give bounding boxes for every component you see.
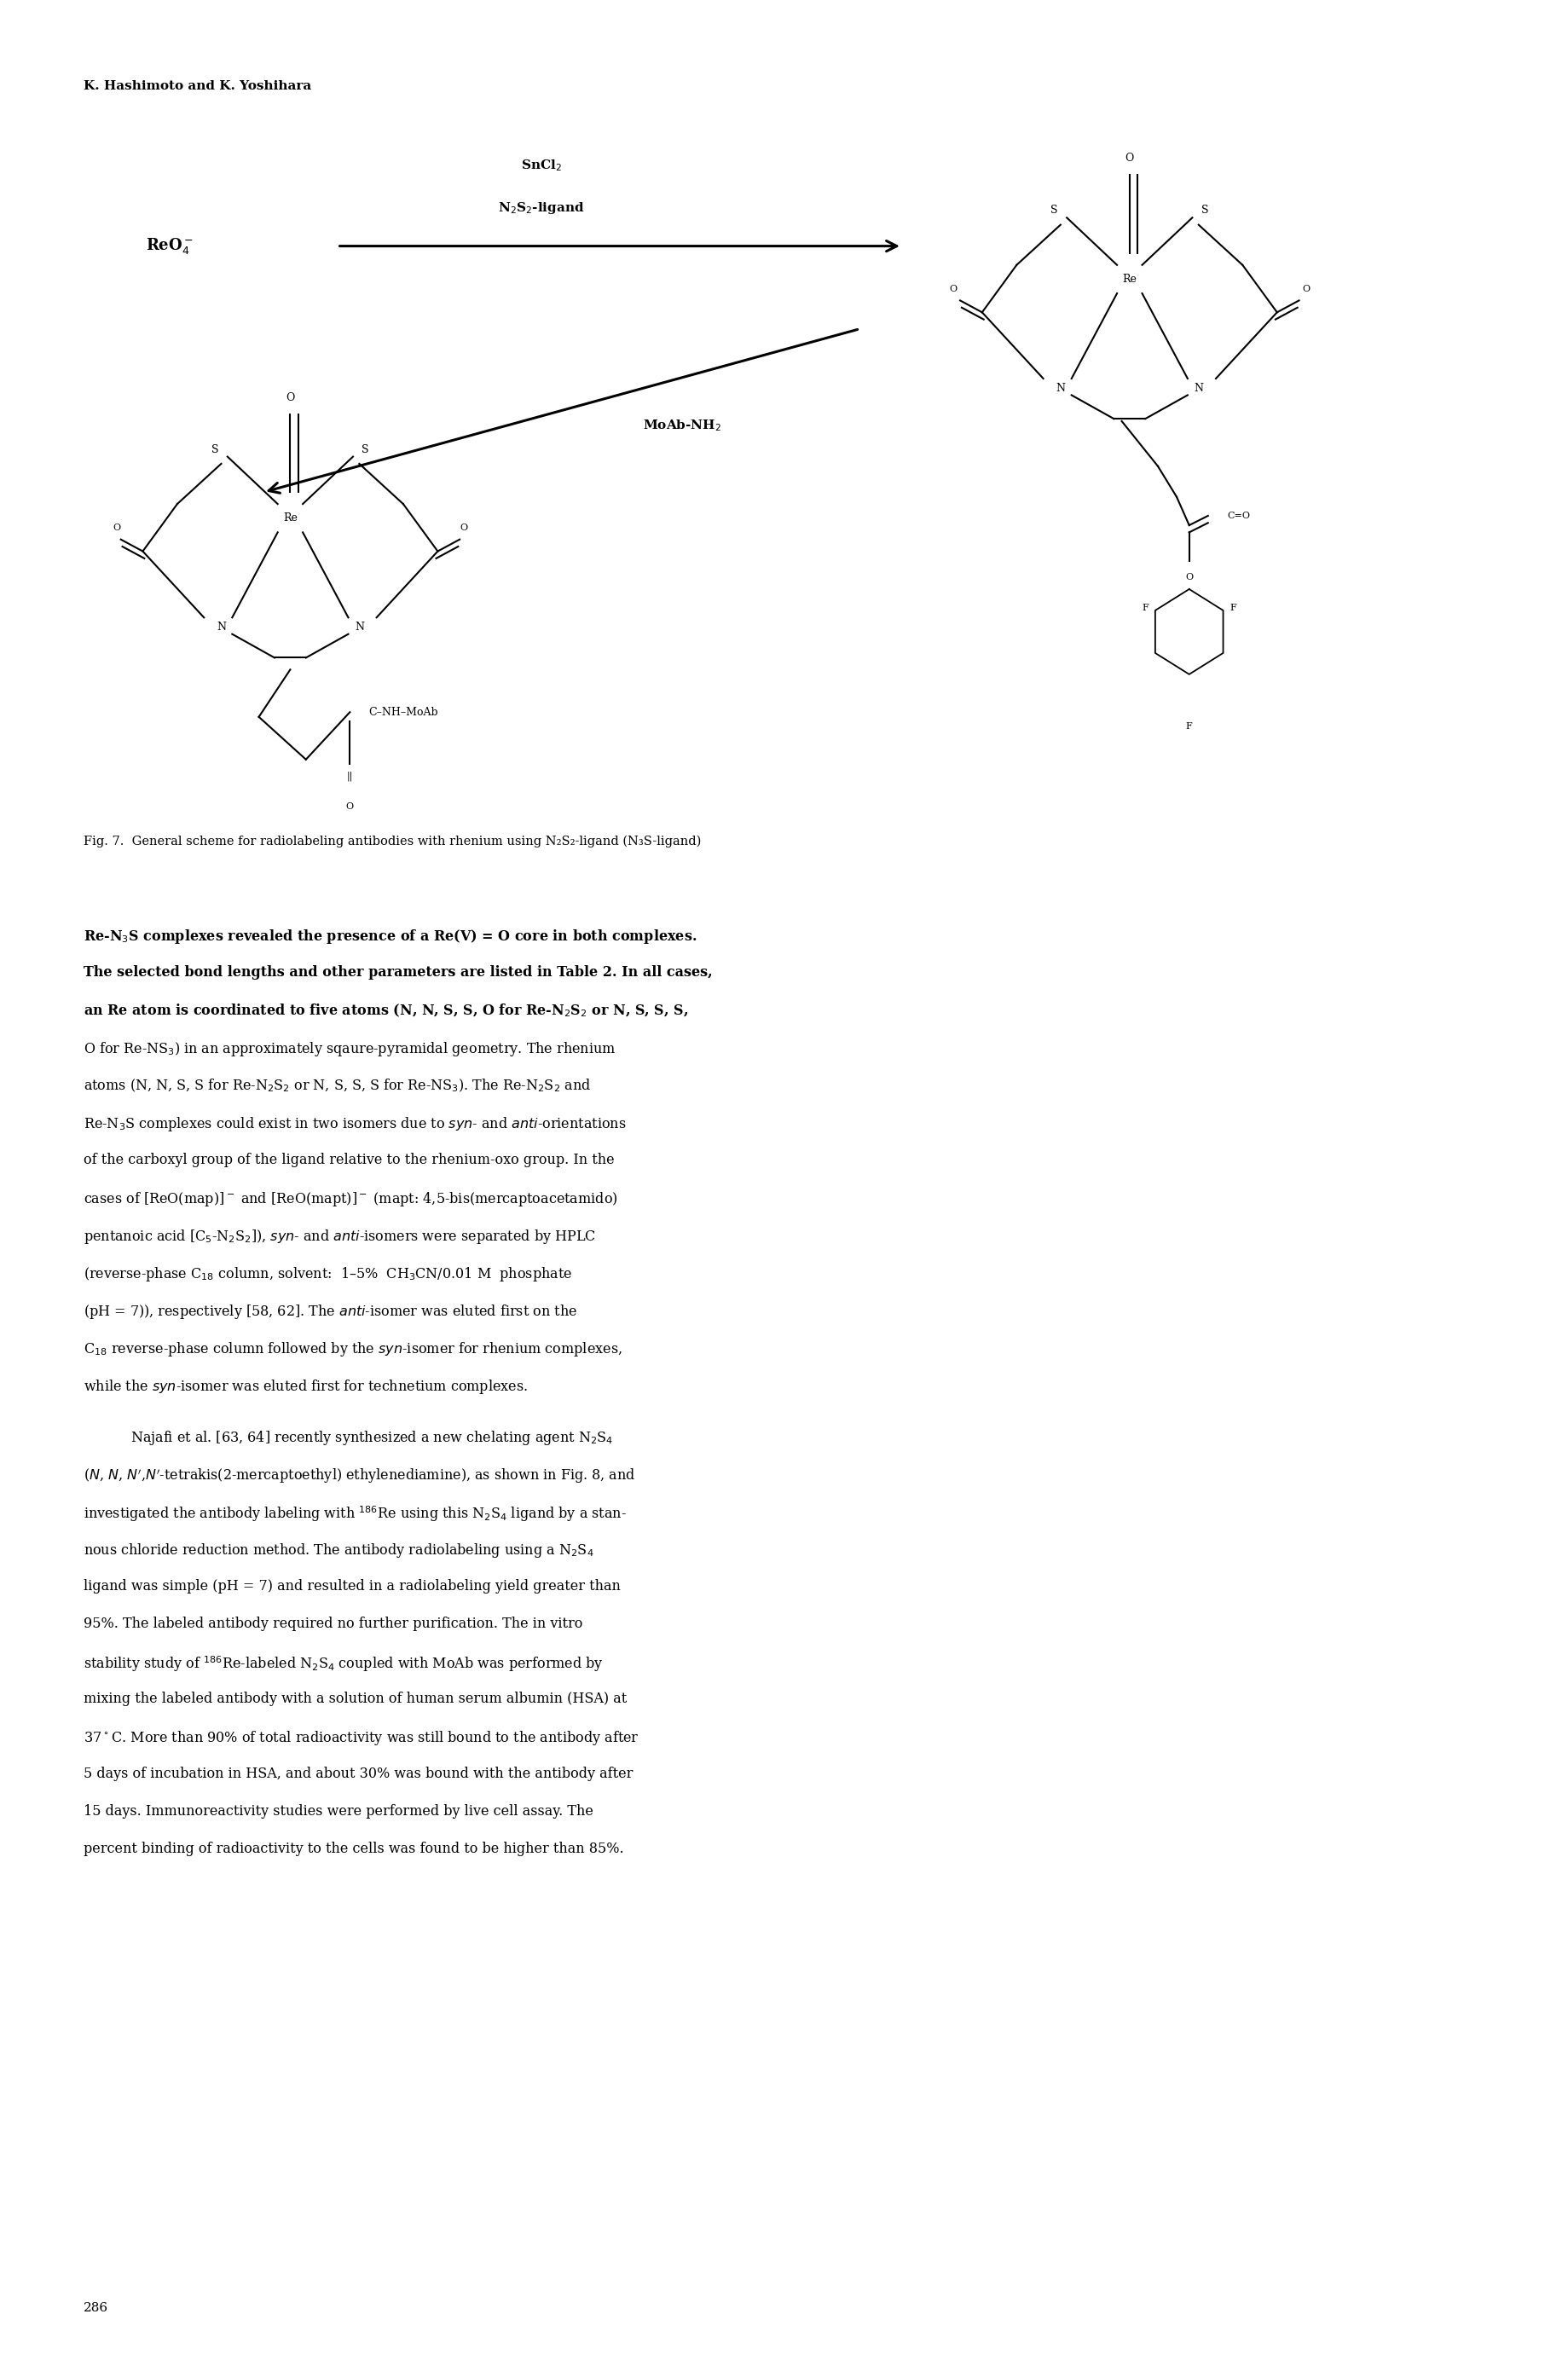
Text: S: S (1201, 206, 1207, 215)
Text: Re: Re (1121, 274, 1137, 284)
Text: Fig. 7.  General scheme for radiolabeling antibodies with rhenium using N₂S₂-lig: Fig. 7. General scheme for radiolabeling… (83, 835, 701, 847)
Text: stability study of $^{186}$Re-labeled N$_2$S$_4$ coupled with MoAb was performed: stability study of $^{186}$Re-labeled N$… (83, 1654, 602, 1673)
Text: N: N (1193, 383, 1203, 393)
Text: ($N$, $N$, $N'$,$N'$-tetrakis(2-mercaptoethyl) ethylenediamine), as shown in Fig: ($N$, $N$, $N'$,$N'$-tetrakis(2-mercapto… (83, 1467, 635, 1486)
Text: C=O: C=O (1226, 511, 1250, 521)
Text: 286: 286 (83, 2302, 108, 2314)
Text: Re: Re (282, 513, 298, 523)
Text: while the $syn$-isomer was eluted first for technetium complexes.: while the $syn$-isomer was eluted first … (83, 1377, 527, 1396)
Text: C$_{18}$ reverse-phase column followed by the $syn$-isomer for rhenium complexes: C$_{18}$ reverse-phase column followed b… (83, 1339, 621, 1358)
Text: S: S (1051, 206, 1057, 215)
Text: 5 days of incubation in HSA, and about 30% was bound with the antibody after: 5 days of incubation in HSA, and about 3… (83, 1767, 632, 1782)
Text: MoAb-NH$_2$: MoAb-NH$_2$ (643, 419, 721, 433)
Text: O: O (949, 284, 956, 293)
Text: O: O (1124, 154, 1134, 163)
Text: Najafi et al. [63, 64] recently synthesized a new chelating agent N$_2$S$_4$: Najafi et al. [63, 64] recently synthesi… (130, 1429, 613, 1448)
Text: F: F (1185, 722, 1192, 731)
Text: O: O (1301, 284, 1309, 293)
Text: N: N (1055, 383, 1065, 393)
Text: O: O (113, 523, 121, 532)
Text: atoms (N, N, S, S for Re-N$_2$S$_2$ or N, S, S, S for Re-NS$_3$). The Re-N$_2$S$: atoms (N, N, S, S for Re-N$_2$S$_2$ or N… (83, 1077, 591, 1093)
Text: Re-N$_3$S complexes revealed the presence of a Re(V) = O core in both complexes.: Re-N$_3$S complexes revealed the presenc… (83, 927, 696, 946)
Text: O: O (347, 802, 353, 812)
Text: 15 days. Immunoreactivity studies were performed by live cell assay. The: 15 days. Immunoreactivity studies were p… (83, 1805, 593, 1819)
Text: S: S (362, 445, 368, 454)
Text: ligand was simple (pH = 7) and resulted in a radiolabeling yield greater than: ligand was simple (pH = 7) and resulted … (83, 1578, 619, 1595)
Text: nous chloride reduction method. The antibody radiolabeling using a N$_2$S$_4$: nous chloride reduction method. The anti… (83, 1543, 593, 1559)
Text: K. Hashimoto and K. Yoshihara: K. Hashimoto and K. Yoshihara (83, 80, 310, 92)
Text: F: F (1229, 603, 1236, 613)
Text: O: O (1185, 573, 1192, 582)
Text: O for Re-NS$_3$) in an approximately sqaure-pyramidal geometry. The rhenium: O for Re-NS$_3$) in an approximately sqa… (83, 1041, 615, 1058)
Text: 95%. The labeled antibody required no further purification. The in vitro: 95%. The labeled antibody required no fu… (83, 1616, 582, 1630)
Text: mixing the labeled antibody with a solution of human serum albumin (HSA) at: mixing the labeled antibody with a solut… (83, 1692, 626, 1706)
Text: F: F (1142, 603, 1148, 613)
Text: N$_2$S$_2$-ligand: N$_2$S$_2$-ligand (497, 201, 585, 215)
Text: of the carboxyl group of the ligand relative to the rhenium-oxo group. In the: of the carboxyl group of the ligand rela… (83, 1152, 613, 1166)
Text: C–NH–MoAb: C–NH–MoAb (368, 707, 437, 717)
Text: N: N (354, 622, 364, 632)
Text: O: O (285, 393, 295, 402)
Text: SnCl$_2$: SnCl$_2$ (521, 159, 561, 173)
Text: percent binding of radioactivity to the cells was found to be higher than 85%.: percent binding of radioactivity to the … (83, 1841, 622, 1857)
Text: ||: || (347, 771, 353, 781)
Text: 37$^\circ$C. More than 90% of total radioactivity was still bound to the antibod: 37$^\circ$C. More than 90% of total radi… (83, 1730, 638, 1746)
Text: cases of [ReO(map)]$^-$ and [ReO(mapt)]$^-$ (mapt: 4,5-bis(mercaptoacetamido): cases of [ReO(map)]$^-$ and [ReO(mapt)]$… (83, 1190, 618, 1209)
Text: investigated the antibody labeling with $^{186}$Re using this N$_2$S$_4$ ligand : investigated the antibody labeling with … (83, 1505, 626, 1524)
Text: N: N (216, 622, 226, 632)
Text: (reverse-phase C$_{18}$ column, solvent:  1–5%  CH$_3$CN/0.01 M  phosphate: (reverse-phase C$_{18}$ column, solvent:… (83, 1266, 572, 1282)
Text: (pH = 7)), respectively [58, 62]. The $anti$-isomer was eluted first on the: (pH = 7)), respectively [58, 62]. The $a… (83, 1304, 577, 1320)
Text: The selected bond lengths and other parameters are listed in Table 2. In all cas: The selected bond lengths and other para… (83, 965, 712, 980)
Text: ReO$_4^-$: ReO$_4^-$ (146, 237, 193, 256)
Text: O: O (459, 523, 467, 532)
Text: pentanoic acid [C$_5$-N$_2$S$_2$]), $syn$- and $anti$-isomers were separated by : pentanoic acid [C$_5$-N$_2$S$_2$]), $syn… (83, 1228, 596, 1245)
Text: an Re atom is coordinated to five atoms (N, N, S, S, O for Re-N$_2$S$_2$ or N, S: an Re atom is coordinated to five atoms … (83, 1003, 687, 1020)
Text: S: S (212, 445, 218, 454)
Text: Re-N$_3$S complexes could exist in two isomers due to $syn$- and $anti$-orientat: Re-N$_3$S complexes could exist in two i… (83, 1114, 626, 1133)
